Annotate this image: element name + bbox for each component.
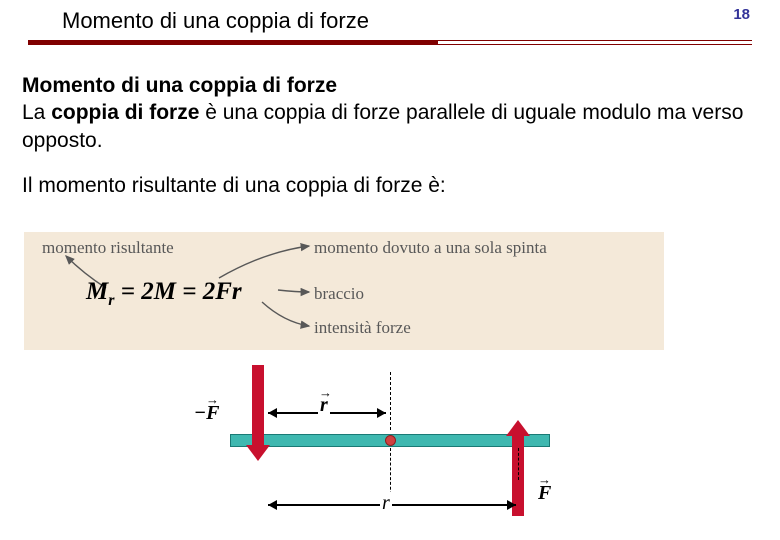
label-minus-F: → −FF <box>192 402 221 425</box>
label-r-bot: r <box>380 492 392 515</box>
label-r-top: → r <box>318 394 330 417</box>
formula-box: momento risultante momento dovuto a una … <box>24 232 664 350</box>
page-title: Momento di una coppia di forze <box>62 8 369 33</box>
label-F: → F <box>536 482 553 505</box>
pivot-point <box>385 435 396 446</box>
subtitle: Momento di una coppia di forze <box>22 72 762 99</box>
body-text: Momento di una coppia di forze La coppia… <box>22 72 762 199</box>
title-underline-thin <box>438 41 752 44</box>
guide-center-top <box>390 372 391 430</box>
couple-diagram: → −FF → F → r r <box>190 378 590 528</box>
intro-line: Il momento risultante di una coppia di f… <box>22 172 762 199</box>
guide-right <box>518 448 519 480</box>
page-number: 18 <box>733 6 750 23</box>
definition-line: La coppia di forze è una coppia di forze… <box>22 99 762 154</box>
force-arrow-down-left <box>252 365 264 447</box>
dim-r-bot <box>268 504 516 506</box>
formula-equation: Mr = 2M = 2Fr <box>86 278 242 310</box>
